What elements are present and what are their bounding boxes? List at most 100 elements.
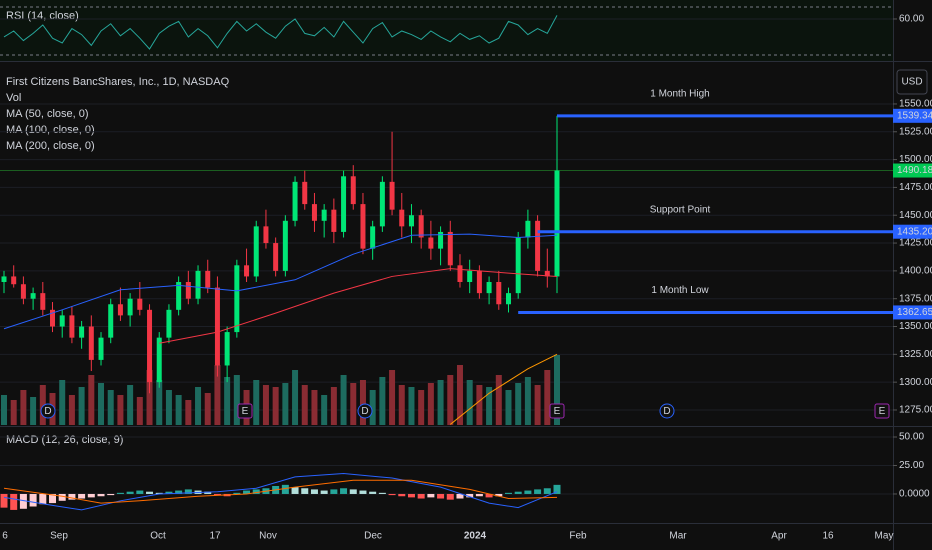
event-icon bbox=[549, 403, 565, 419]
legend-entry: Vol bbox=[6, 92, 21, 104]
histogram-bar bbox=[534, 489, 542, 494]
histogram-bar bbox=[398, 493, 406, 497]
x-tick-label: Mar bbox=[669, 531, 687, 542]
volume-bar bbox=[272, 387, 279, 425]
moving-average bbox=[3, 233, 558, 330]
volume-bar bbox=[204, 393, 211, 425]
histogram-bar bbox=[281, 484, 289, 494]
candle-body bbox=[544, 270, 550, 277]
candle-body bbox=[418, 215, 424, 238]
candle-body bbox=[428, 237, 434, 249]
histogram-bar bbox=[427, 493, 435, 498]
y-tick-label: 1275.00 bbox=[899, 405, 932, 416]
volume-bar bbox=[214, 365, 221, 425]
histogram-bar bbox=[146, 491, 154, 494]
y-tick-label: 1350.00 bbox=[899, 321, 932, 332]
x-tick-label: Apr bbox=[771, 531, 787, 542]
candle-body bbox=[20, 284, 26, 299]
y-tick-label: 1550.00 bbox=[899, 99, 932, 110]
volume-bar bbox=[544, 370, 551, 425]
histogram-bar bbox=[68, 493, 76, 500]
volume-bar bbox=[156, 380, 163, 425]
histogram-bar bbox=[475, 493, 483, 497]
event-label: D bbox=[663, 406, 670, 417]
candle-body bbox=[389, 181, 395, 210]
event-label: E bbox=[879, 406, 886, 417]
volume-bar bbox=[554, 355, 560, 425]
volume-bar bbox=[359, 380, 366, 425]
candle-body bbox=[302, 181, 308, 205]
candle-body bbox=[370, 226, 376, 249]
candle-body bbox=[30, 293, 36, 299]
price-tag bbox=[893, 224, 932, 239]
volume-bar bbox=[30, 397, 37, 425]
candle-body bbox=[1, 276, 7, 283]
x-tick-label: May bbox=[875, 531, 894, 542]
candle-body bbox=[457, 265, 463, 283]
volume-bar bbox=[68, 395, 75, 425]
candle-body bbox=[117, 304, 123, 316]
volume-bar bbox=[515, 383, 522, 425]
histogram-bar bbox=[310, 489, 318, 494]
volume-bar bbox=[379, 377, 386, 425]
histogram-bar bbox=[0, 493, 8, 508]
candle-body bbox=[137, 298, 143, 310]
candle-body bbox=[40, 293, 46, 310]
volume-bar bbox=[495, 375, 502, 425]
macd-line bbox=[3, 479, 558, 504]
price-tag-label: 1362.65 bbox=[897, 307, 932, 318]
volume-bar bbox=[456, 365, 463, 425]
candle-body bbox=[321, 209, 327, 221]
currency-box[interactable] bbox=[896, 69, 928, 95]
histogram-bar bbox=[58, 493, 66, 501]
x-tick-label: Oct bbox=[150, 531, 166, 542]
volume-bar bbox=[398, 385, 405, 425]
histogram-bar bbox=[553, 484, 561, 494]
candle-body bbox=[224, 332, 230, 366]
level-label: 1 Month Low bbox=[651, 285, 709, 296]
histogram-bar bbox=[437, 493, 445, 499]
histogram-bar bbox=[446, 493, 454, 500]
volume-bar bbox=[78, 387, 85, 425]
volume-bar bbox=[59, 380, 66, 425]
legend-entry: MA (100, close, 0) bbox=[6, 124, 95, 136]
candle-body bbox=[69, 315, 75, 338]
volume-bar bbox=[224, 377, 231, 425]
event-icon bbox=[874, 403, 890, 419]
moving-average bbox=[449, 353, 558, 425]
candle-body bbox=[331, 209, 337, 232]
price-tag bbox=[893, 108, 932, 123]
event-icon bbox=[659, 403, 675, 419]
volume-bar bbox=[292, 370, 299, 425]
volume-bar bbox=[418, 390, 425, 425]
volume-bar bbox=[437, 380, 444, 425]
volume-bar bbox=[39, 385, 46, 425]
y-tick-label: 50.00 bbox=[899, 432, 924, 443]
macd-line bbox=[3, 472, 558, 511]
volume-bar bbox=[447, 375, 454, 425]
histogram-bar bbox=[359, 490, 367, 494]
volume-bar bbox=[486, 387, 493, 425]
histogram-bar bbox=[456, 493, 464, 499]
event-icon bbox=[40, 403, 56, 419]
histogram-bar bbox=[524, 490, 532, 494]
histogram-bar bbox=[19, 493, 27, 509]
x-tick-label: Dec bbox=[364, 531, 382, 542]
candle-body bbox=[234, 265, 240, 333]
volume-bar bbox=[427, 383, 434, 425]
event-icon bbox=[237, 403, 253, 419]
volume-bar bbox=[88, 375, 95, 425]
legend-entry: MA (50, close, 0) bbox=[6, 108, 89, 120]
candle-body bbox=[496, 282, 502, 305]
histogram-bar bbox=[407, 493, 415, 498]
volume-bar bbox=[107, 390, 114, 425]
candle-body bbox=[525, 220, 531, 238]
candle-body bbox=[127, 298, 133, 316]
histogram-bar bbox=[213, 493, 221, 496]
y-tick-label: 60.00 bbox=[899, 14, 924, 25]
level-label: Support Point bbox=[650, 204, 711, 215]
y-tick-label: 1475.00 bbox=[899, 182, 932, 193]
candle-body bbox=[79, 326, 85, 338]
candle-body bbox=[486, 282, 492, 294]
